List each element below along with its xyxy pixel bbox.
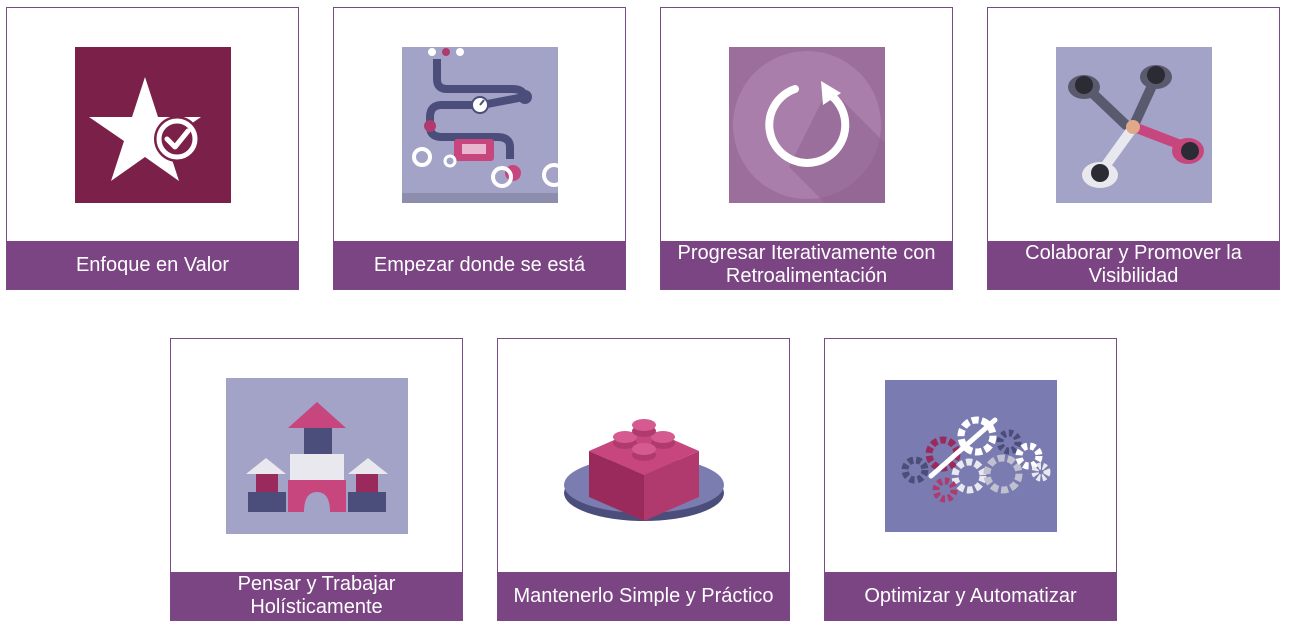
card-label: Colaborar y Promover la Visibilidad bbox=[1025, 242, 1242, 287]
card-empezar-donde-se-esta[interactable]: Empezar donde se está bbox=[333, 7, 626, 290]
lego-brick-icon bbox=[563, 419, 724, 521]
card-caption: Pensar y Trabajar Holísticamente bbox=[171, 572, 462, 620]
handshake-team-icon bbox=[1055, 47, 1212, 203]
card-progresar-iterativamente[interactable]: Progresar Iterativamente con Retroalimen… bbox=[660, 7, 953, 290]
card-label: Empezar donde se está bbox=[373, 253, 586, 276]
card-art bbox=[7, 8, 298, 242]
card-label: Mantenerlo Simple y Práctico bbox=[513, 584, 774, 607]
card-art bbox=[334, 8, 625, 242]
card-art bbox=[171, 339, 462, 573]
card-enfoque-en-valor[interactable]: Enfoque en Valor bbox=[6, 7, 299, 290]
card-caption: Optimizar y Automatizar bbox=[825, 572, 1116, 620]
card-caption: Enfoque en Valor bbox=[7, 241, 298, 289]
card-label: Pensar y Trabajar Holísticamente bbox=[237, 573, 396, 618]
card-art bbox=[988, 8, 1279, 242]
card-caption: Empezar donde se está bbox=[334, 241, 625, 289]
card-label: Optimizar y Automatizar bbox=[864, 584, 1077, 607]
refresh-cycle-icon bbox=[728, 47, 885, 203]
card-mantenerlo-simple[interactable]: Mantenerlo Simple y Práctico bbox=[497, 338, 790, 621]
card-art bbox=[661, 8, 952, 242]
building-blocks-icon bbox=[225, 378, 408, 534]
card-art bbox=[498, 339, 789, 573]
card-optimizar-y-automatizar[interactable]: Optimizar y Automatizar bbox=[824, 338, 1117, 621]
card-label: Enfoque en Valor bbox=[75, 253, 230, 276]
star-check-icon bbox=[74, 47, 231, 203]
card-colaborar-y-promover[interactable]: Colaborar y Promover la Visibilidad bbox=[987, 7, 1280, 290]
card-label: Progresar Iterativamente con Retroalimen… bbox=[677, 242, 936, 287]
card-caption: Progresar Iterativamente con Retroalimen… bbox=[661, 241, 952, 289]
card-caption: Colaborar y Promover la Visibilidad bbox=[988, 241, 1279, 289]
gears-icon bbox=[884, 380, 1057, 532]
pipeline-icon bbox=[401, 47, 558, 203]
card-art bbox=[825, 339, 1116, 573]
card-caption: Mantenerlo Simple y Práctico bbox=[498, 572, 789, 620]
card-pensar-y-trabajar[interactable]: Pensar y Trabajar Holísticamente bbox=[170, 338, 463, 621]
